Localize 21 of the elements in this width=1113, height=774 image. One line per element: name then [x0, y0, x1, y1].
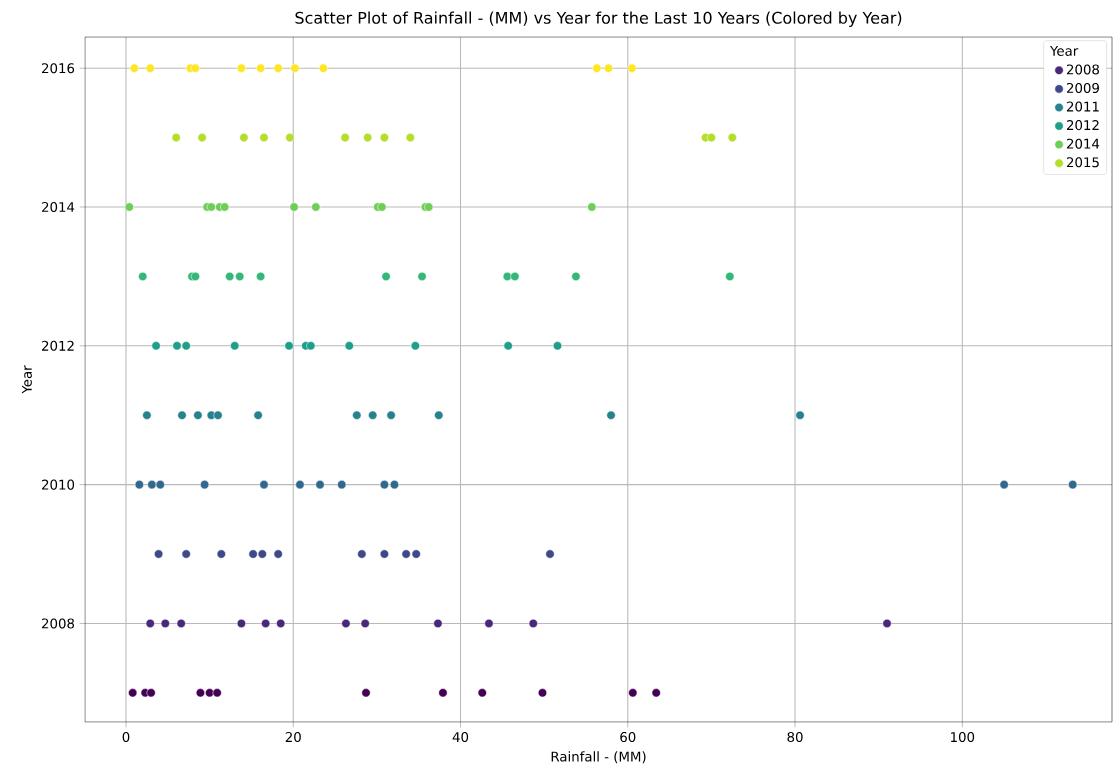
x-tick-label: 0: [122, 732, 130, 743]
legend-label: 2015: [1066, 157, 1099, 168]
y-tick-label: 2014: [42, 201, 75, 213]
x-axis-title: Rainfall - (MM): [551, 751, 646, 764]
legend-label: 2011: [1066, 101, 1099, 112]
x-tick-label: 80: [787, 732, 803, 743]
legend-label: 2012: [1066, 120, 1099, 131]
legend-label: 2014: [1066, 138, 1100, 149]
x-tick-label: 40: [452, 732, 469, 743]
y-tick-label: 2008: [42, 618, 75, 629]
y-tick-label: 2012: [42, 340, 74, 351]
x-tick-label: 100: [951, 732, 975, 743]
y-tick-label: 2016: [42, 63, 75, 74]
legend-label: 2009: [1066, 82, 1099, 94]
x-tick-label: 60: [620, 732, 636, 743]
x-tick-label: 20: [285, 732, 301, 743]
chart-title: Scatter Plot of Rainfall - (MM) vs Year for the Last 10 Years (Colored by Year): [295, 11, 902, 27]
y-axis-title: Year: [21, 365, 32, 394]
legend-title: Year: [1049, 46, 1079, 56]
legend-label: 2008: [1066, 64, 1099, 75]
y-tick-label: 2010: [42, 479, 75, 490]
